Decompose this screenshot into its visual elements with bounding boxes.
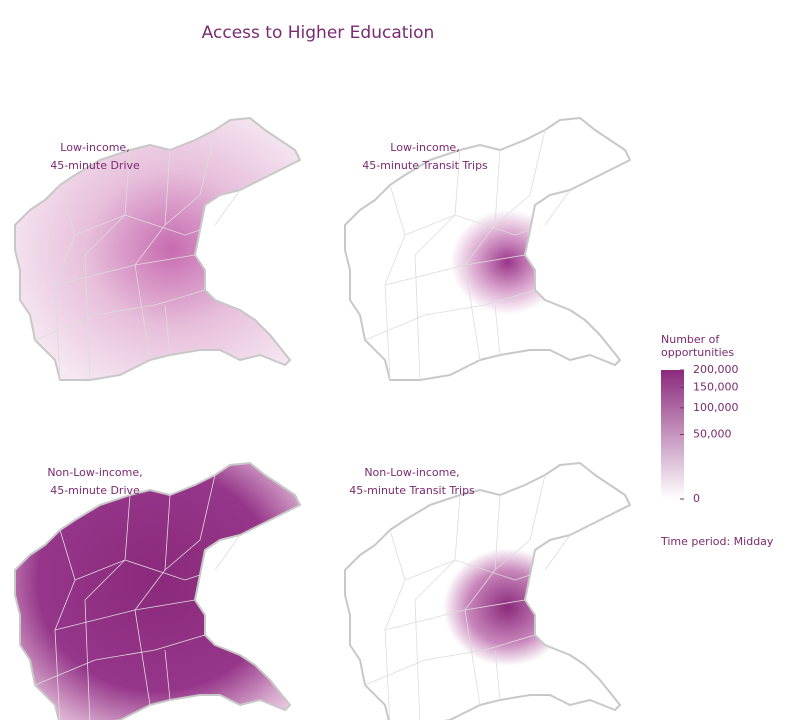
- panel-label: Non-Low-income,: [47, 466, 142, 479]
- legend-tick-label: 200,000: [693, 363, 739, 376]
- map-panel: [344, 462, 631, 720]
- title: Access to Higher Education: [202, 23, 435, 43]
- legend: 0 50,000 100,000 150,000 200,000: [661, 363, 739, 505]
- panel-label: Low-income,: [390, 141, 459, 154]
- map-panel: [14, 462, 301, 720]
- panel-label: 45-minute Drive: [50, 484, 140, 497]
- legend-tick-label: 0: [693, 492, 700, 505]
- panel-label: 45-minute Transit Trips: [349, 484, 475, 497]
- panel-label: 45-minute Drive: [50, 159, 140, 172]
- panel-label: Low-income,: [60, 141, 129, 154]
- panel-label: Non-Low-income,: [364, 466, 459, 479]
- legend-tick-label: 150,000: [693, 380, 739, 393]
- legend-tick-label: 100,000: [693, 401, 739, 414]
- panel-label: 45-minute Transit Trips: [362, 159, 488, 172]
- legend-tick-label: 50,000: [693, 428, 732, 441]
- map-panel: [344, 117, 631, 381]
- map-panel: [14, 117, 301, 381]
- legend-title: Number of: [661, 333, 720, 346]
- legend-title: opportunities: [661, 346, 734, 359]
- note: Time period: Midday: [660, 535, 774, 548]
- legend-colorbar: [661, 370, 684, 499]
